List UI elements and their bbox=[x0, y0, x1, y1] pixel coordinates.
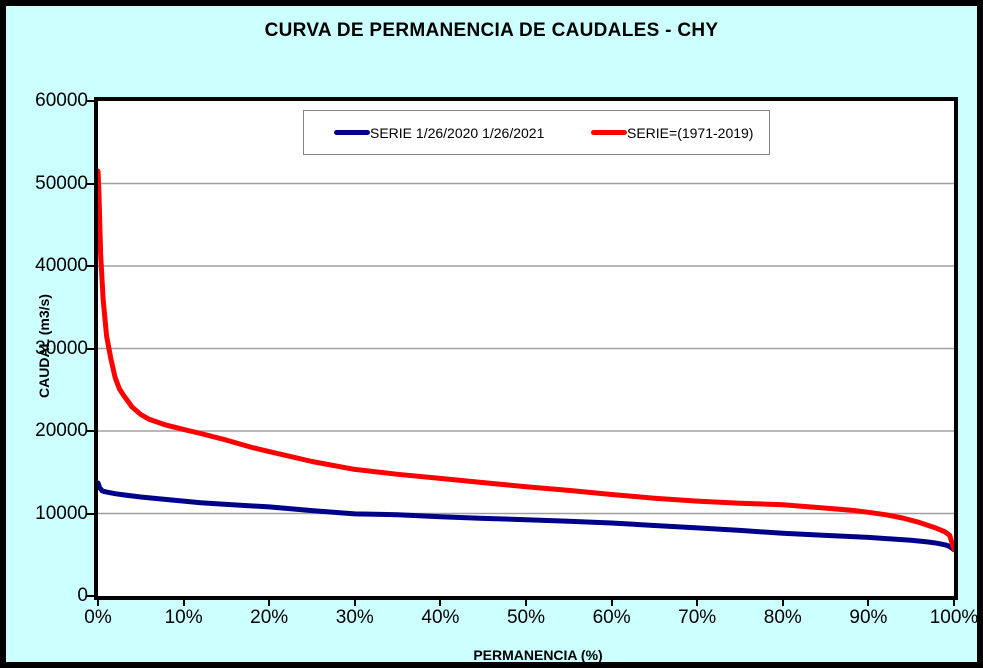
x-axis-title: PERMANENCIA (%) bbox=[473, 647, 603, 663]
x-tick-mark bbox=[182, 600, 185, 606]
y-tick-mark bbox=[87, 430, 95, 432]
legend-entry-serie-2020-2021: SERIE 1/26/2020 1/26/2021 bbox=[334, 111, 544, 154]
legend: SERIE 1/26/2020 1/26/2021 SERIE=(1971-20… bbox=[303, 110, 770, 155]
x-tick-label: 100% bbox=[929, 607, 979, 628]
chart-title: CURVA DE PERMANENCIA DE CAUDALES - CHY bbox=[264, 20, 719, 41]
legend-line-sample bbox=[591, 130, 627, 135]
y-tick-label: 10000 bbox=[35, 502, 88, 524]
plot-area bbox=[94, 97, 958, 600]
x-tick-label: 30% bbox=[335, 607, 374, 628]
y-tick-mark bbox=[87, 512, 95, 515]
plot-svg bbox=[98, 168, 954, 553]
x-tick-mark bbox=[439, 600, 442, 606]
legend-line-sample bbox=[334, 130, 370, 135]
x-tick-mark bbox=[268, 600, 271, 606]
x-tick-mark bbox=[781, 600, 784, 606]
y-tick-mark bbox=[87, 347, 95, 350]
x-tick-label: 80% bbox=[763, 607, 802, 628]
legend-label: SERIE=(1971-2019) bbox=[627, 124, 754, 141]
x-tick-label: 10% bbox=[164, 607, 203, 628]
x-tick-mark bbox=[353, 600, 356, 606]
y-tick-label: 20000 bbox=[35, 420, 88, 441]
y-tick-mark bbox=[87, 100, 95, 102]
x-tick-mark bbox=[953, 600, 955, 606]
series-line-0 bbox=[98, 480, 954, 553]
y-tick-mark bbox=[87, 182, 95, 185]
y-tick-label: 60000 bbox=[35, 90, 88, 111]
y-tick-label: 0 bbox=[77, 585, 88, 606]
y-tick-label: 40000 bbox=[35, 255, 88, 276]
x-tick-label: 50% bbox=[506, 607, 546, 628]
x-tick-label: 0% bbox=[84, 607, 112, 628]
x-tick-label: 70% bbox=[678, 607, 717, 628]
x-tick-mark bbox=[696, 600, 699, 606]
x-tick-label: 40% bbox=[421, 607, 460, 628]
y-tick-label: 50000 bbox=[35, 172, 88, 194]
x-tick-mark bbox=[97, 600, 99, 606]
y-tick-mark bbox=[87, 595, 95, 597]
x-tick-label: 20% bbox=[250, 607, 289, 628]
legend-entry-serie-1971-2019: SERIE=(1971-2019) bbox=[591, 111, 753, 154]
x-tick-label: 60% bbox=[592, 607, 631, 628]
x-tick-mark bbox=[525, 600, 527, 606]
y-tick-mark bbox=[87, 265, 95, 267]
legend-label: SERIE 1/26/2020 1/26/2021 bbox=[370, 124, 545, 141]
series-line-1 bbox=[98, 168, 954, 552]
y-tick-label: 30000 bbox=[35, 337, 88, 359]
x-tick-mark bbox=[610, 600, 613, 606]
x-tick-label: 90% bbox=[849, 607, 888, 628]
x-tick-mark bbox=[867, 600, 870, 606]
